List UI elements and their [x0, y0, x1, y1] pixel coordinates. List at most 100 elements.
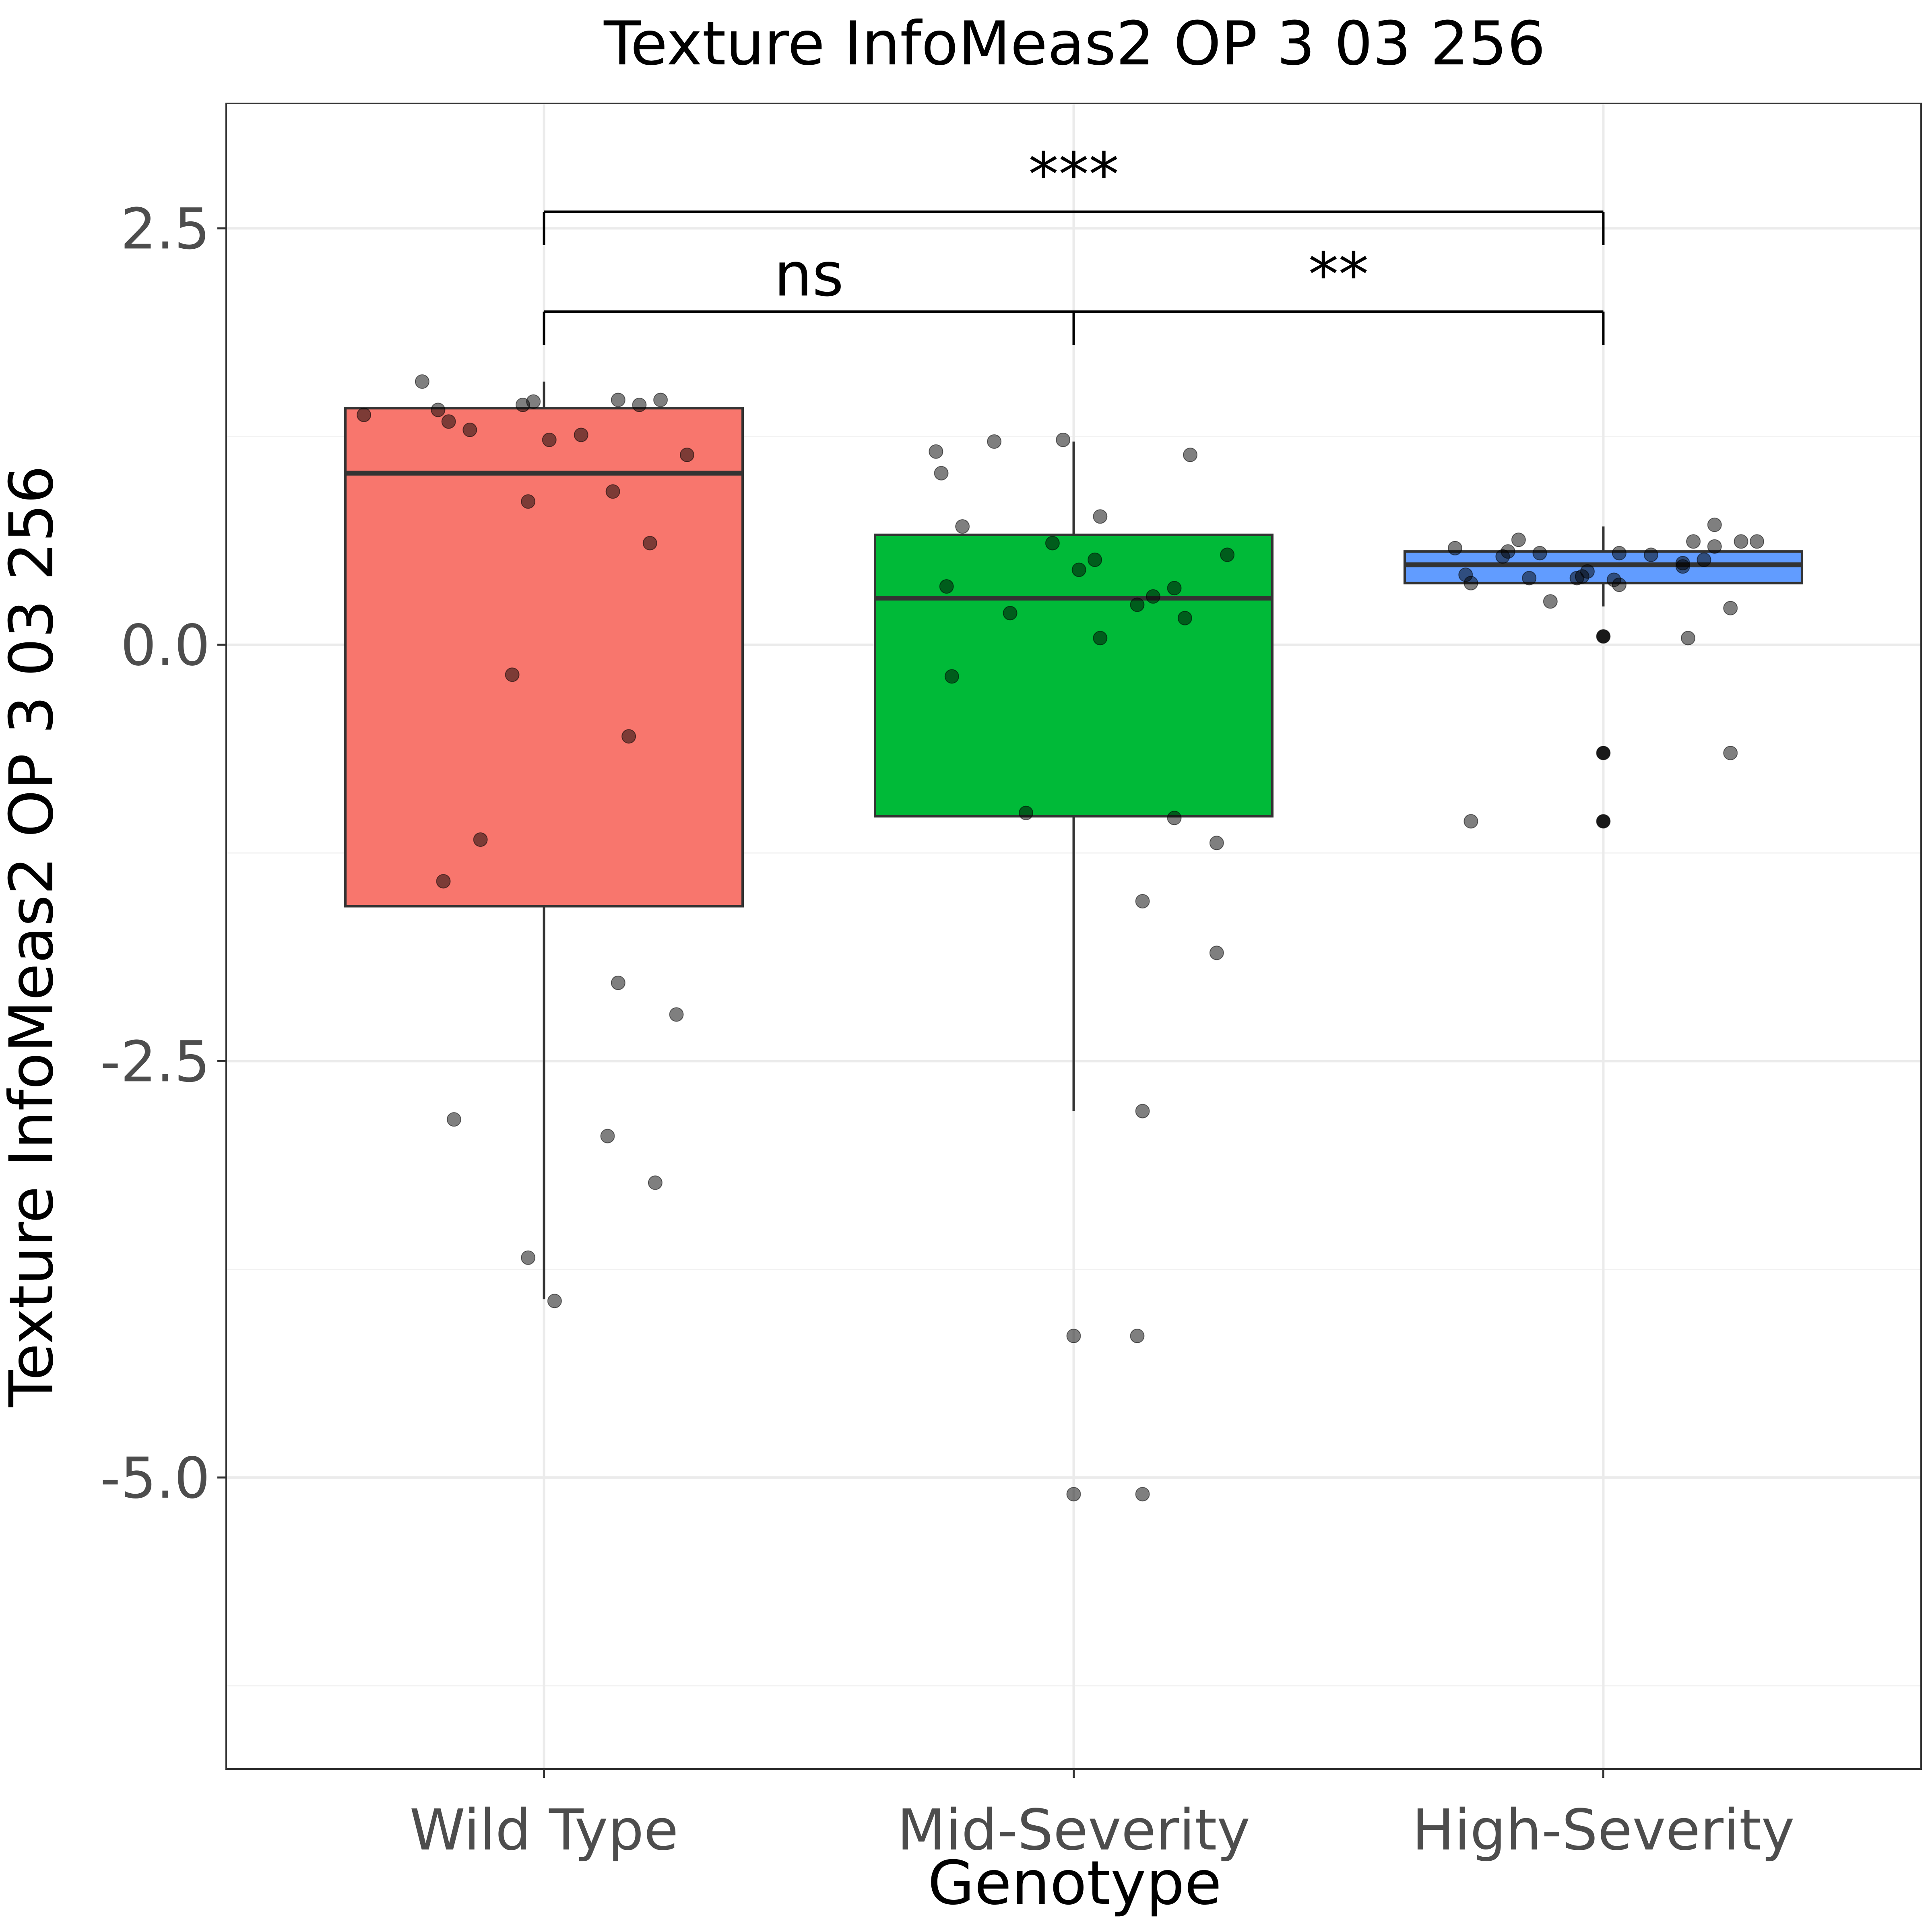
data-point: [1135, 1104, 1150, 1119]
data-point: [934, 466, 949, 481]
significance-label: **: [1308, 240, 1368, 310]
data-point: [1643, 547, 1658, 562]
data-point: [1612, 577, 1627, 592]
data-point: [1511, 533, 1526, 547]
y-axis: 2.5 0.0 -2.5 -5.0: [100, 196, 226, 1511]
data-point: [547, 1294, 562, 1309]
data-point: [600, 1129, 615, 1144]
data-point: [1146, 589, 1160, 604]
data-point: [1130, 1329, 1145, 1344]
data-point: [415, 374, 429, 389]
data-point: [611, 975, 625, 990]
data-point: [611, 392, 625, 407]
data-point: [605, 484, 620, 499]
data-point: [1596, 745, 1611, 760]
data-point: [526, 394, 541, 409]
data-point: [1734, 534, 1748, 549]
chart-title: Texture InfoMeas2 OP 3 03 256: [603, 9, 1546, 79]
boxes: [344, 382, 1803, 1300]
data-point: [1167, 581, 1182, 596]
data-point: [1596, 814, 1611, 829]
data-point: [1135, 894, 1150, 909]
significance-brackets: ns *****: [543, 140, 1605, 345]
data-point: [621, 729, 636, 744]
significance-bracket: ns: [543, 240, 1075, 345]
x-tick-label: High-Severity: [1412, 1798, 1794, 1863]
data-point: [1686, 534, 1701, 549]
data-point: [1723, 601, 1738, 615]
data-point: [1209, 836, 1224, 850]
data-point: [679, 448, 694, 462]
data-point: [505, 667, 520, 682]
significance-label: ns: [774, 240, 844, 310]
y-tick-label: 2.5: [120, 196, 210, 262]
y-tick-label: -5.0: [100, 1446, 210, 1511]
data-point: [1045, 536, 1060, 551]
data-point: [1135, 1487, 1150, 1502]
data-point: [1066, 1329, 1081, 1344]
data-point: [521, 494, 536, 509]
data-point: [574, 427, 588, 442]
box-body: [874, 533, 1274, 818]
data-point: [542, 432, 557, 447]
data-point: [648, 1175, 663, 1190]
significance-bracket: **: [1072, 240, 1605, 345]
data-point: [446, 1112, 461, 1127]
data-point: [642, 536, 657, 551]
y-axis-title: Texture InfoMeas2 OP 3 03 256: [0, 465, 67, 1408]
data-point: [1167, 811, 1182, 826]
data-point: [1130, 597, 1145, 612]
data-point: [473, 832, 488, 847]
data-point: [1723, 745, 1738, 760]
data-point: [669, 1007, 684, 1022]
y-tick-label: -2.5: [100, 1029, 210, 1095]
data-point: [1177, 611, 1192, 625]
data-point: [1522, 571, 1537, 586]
data-point: [1697, 552, 1711, 567]
data-point: [521, 1250, 536, 1265]
data-point: [944, 669, 959, 684]
data-point: [1596, 629, 1611, 644]
data-point: [1543, 594, 1558, 609]
data-point: [357, 407, 372, 422]
data-point: [462, 423, 477, 438]
y-tick-label: 0.0: [120, 613, 210, 679]
data-point: [1003, 606, 1018, 621]
data-point: [1532, 546, 1547, 561]
data-point: [1071, 562, 1086, 577]
x-tick-label: Mid-Severity: [897, 1798, 1250, 1863]
data-point: [632, 397, 647, 412]
data-point: [1707, 539, 1722, 554]
data-point: [1019, 805, 1034, 820]
data-point: [1093, 631, 1108, 646]
data-point: [1463, 576, 1478, 590]
data-point: [1447, 541, 1462, 555]
box-body: [344, 407, 744, 908]
data-point: [1088, 552, 1102, 567]
data-point: [1501, 544, 1515, 559]
data-point: [1612, 546, 1627, 561]
data-point: [1707, 517, 1722, 532]
data-point: [436, 874, 451, 889]
data-point: [939, 579, 954, 594]
x-tick-label: Wild Type: [410, 1798, 679, 1863]
data-point: [1209, 945, 1224, 960]
data-point: [1093, 509, 1108, 524]
data-point: [1675, 559, 1690, 574]
data-point: [1463, 814, 1478, 829]
data-point: [1220, 547, 1235, 562]
data-point: [987, 434, 1002, 449]
data-point: [1575, 569, 1589, 584]
data-point: [431, 402, 446, 417]
data-point: [653, 392, 668, 407]
significance-bracket: ***: [543, 140, 1605, 245]
data-point: [1183, 448, 1198, 462]
data-point: [929, 444, 943, 459]
data-points: [357, 374, 1765, 1502]
data-point: [1750, 534, 1765, 549]
x-axis-title: Genotype: [928, 1848, 1222, 1918]
data-point: [1066, 1487, 1081, 1502]
data-point: [955, 519, 970, 534]
